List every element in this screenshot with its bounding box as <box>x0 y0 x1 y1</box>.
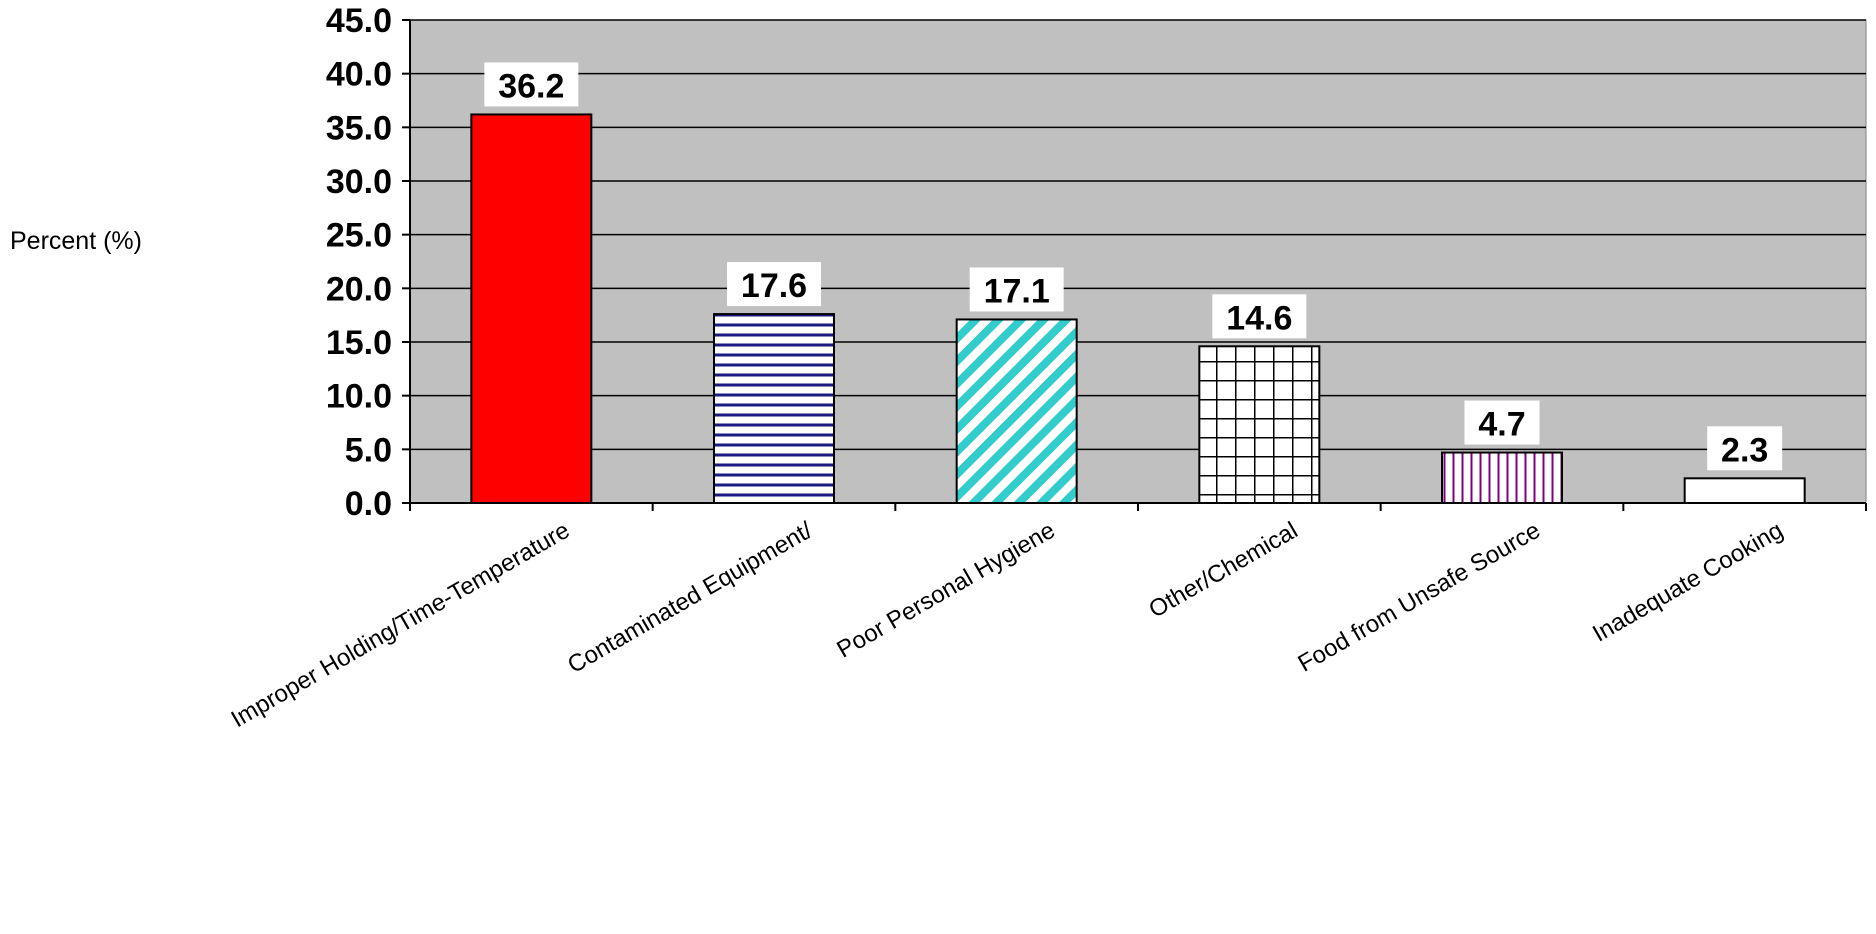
bar <box>1441 451 1563 505</box>
x-tick-label: Food from Unsafe Source <box>1294 517 1545 678</box>
data-label-background <box>969 267 1064 312</box>
category-labels: Improper Holding/Time-TemperatureContami… <box>227 517 1788 734</box>
data-label-background <box>484 62 579 107</box>
y-axis-label: Percent (%) <box>10 227 142 255</box>
bar <box>713 313 835 504</box>
data-label: 2.3 <box>1721 431 1768 469</box>
data-label: 14.6 <box>1226 299 1292 337</box>
y-tick-label: 20.0 <box>326 270 392 308</box>
y-tick-label: 15.0 <box>326 324 392 362</box>
x-tick-label: Poor Personal Hygiene <box>832 517 1059 664</box>
y-tick-label: 10.0 <box>326 378 392 416</box>
axes <box>409 20 1867 511</box>
data-label-background <box>1212 294 1307 339</box>
data-label-background <box>727 262 821 307</box>
gridlines <box>410 19 1866 451</box>
data-label: 17.6 <box>741 267 807 305</box>
data-label: 17.1 <box>984 272 1050 310</box>
data-label-background <box>1707 426 1783 471</box>
data-label: 4.7 <box>1478 406 1525 444</box>
x-tick-label: Contaminated Equipment/ <box>563 517 817 679</box>
y-tick-label: 30.0 <box>326 163 392 201</box>
data-label: 36.2 <box>498 67 564 105</box>
y-tick-label: 40.0 <box>326 56 392 94</box>
bar <box>470 113 593 504</box>
plot-area <box>409 19 1867 504</box>
x-tick-label: Inadequate Cooking <box>1588 517 1788 648</box>
y-tick-label: 45.0 <box>326 2 392 40</box>
x-tick-label: Other/Chemical <box>1144 517 1302 624</box>
bars <box>470 113 1806 505</box>
y-tick-label: 5.0 <box>345 431 392 469</box>
bar <box>1683 477 1806 504</box>
data-labels: 36.2 17.6 17.1 14.6 4.7 2.3 <box>484 62 1783 471</box>
y-tick-label: 35.0 <box>326 109 392 147</box>
y-tick-label: 0.0 <box>345 485 392 523</box>
data-label-background <box>1464 400 1540 445</box>
bar <box>955 318 1078 504</box>
bar <box>1198 345 1321 504</box>
x-tick-label: Improper Holding/Time-Temperature <box>227 517 575 733</box>
y-tick-label: 25.0 <box>326 217 392 255</box>
y-axis-ticks: 0.0 5.0 10.0 15.0 20.0 25.0 30.0 35.0 40.0 45.0 <box>326 2 410 523</box>
